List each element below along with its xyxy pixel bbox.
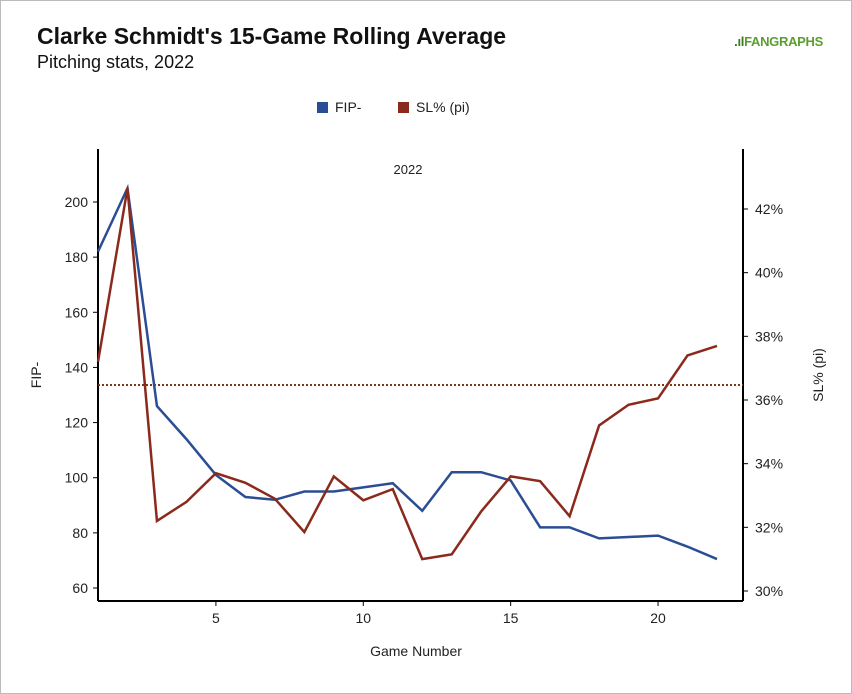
y-left-tick-label: 160 [65, 304, 89, 320]
y-left-tick-label: 80 [72, 525, 88, 541]
y-right-tick-label: 36% [755, 392, 783, 408]
panel-label: 2022 [394, 162, 423, 177]
y-left-tick-label: 120 [65, 415, 89, 431]
x-tick-label: 20 [650, 610, 666, 626]
legend-label-fip: FIP- [335, 99, 362, 115]
y-left-tick-label: 180 [65, 249, 89, 265]
y-right-axis-title: SL% (pi) [810, 348, 826, 402]
x-tick-label: 15 [503, 610, 519, 626]
y-left-tick-label: 100 [65, 470, 89, 486]
legend-swatch-sl [398, 102, 409, 113]
y-left-tick-label: 60 [72, 580, 88, 596]
y-left-tick-label: 140 [65, 359, 89, 375]
x-tick-label: 5 [212, 610, 220, 626]
y-right-tick-label: 30% [755, 583, 783, 599]
chart-subtitle: Pitching stats, 2022 [37, 52, 195, 72]
legend-label-sl: SL% (pi) [416, 99, 470, 115]
fangraphs-logo: .ılFANGRAPHS [734, 34, 823, 49]
y-left-tick-label: 200 [65, 194, 89, 210]
sl-line [96, 188, 718, 561]
y-left-axis-title: FIP- [28, 361, 44, 388]
legend-swatch-fip [317, 102, 328, 113]
y-right-tick-label: 32% [755, 519, 783, 535]
y-right-tick-label: 38% [755, 328, 783, 344]
chart-title: Clarke Schmidt's 15-Game Rolling Average [37, 23, 507, 49]
y-right-tick-label: 34% [755, 456, 783, 472]
y-right-tick-label: 40% [755, 265, 783, 281]
fip-line [96, 183, 718, 561]
x-axis-title: Game Number [370, 643, 462, 659]
x-tick-label: 10 [355, 610, 371, 626]
y-right-tick-label: 42% [755, 201, 783, 217]
